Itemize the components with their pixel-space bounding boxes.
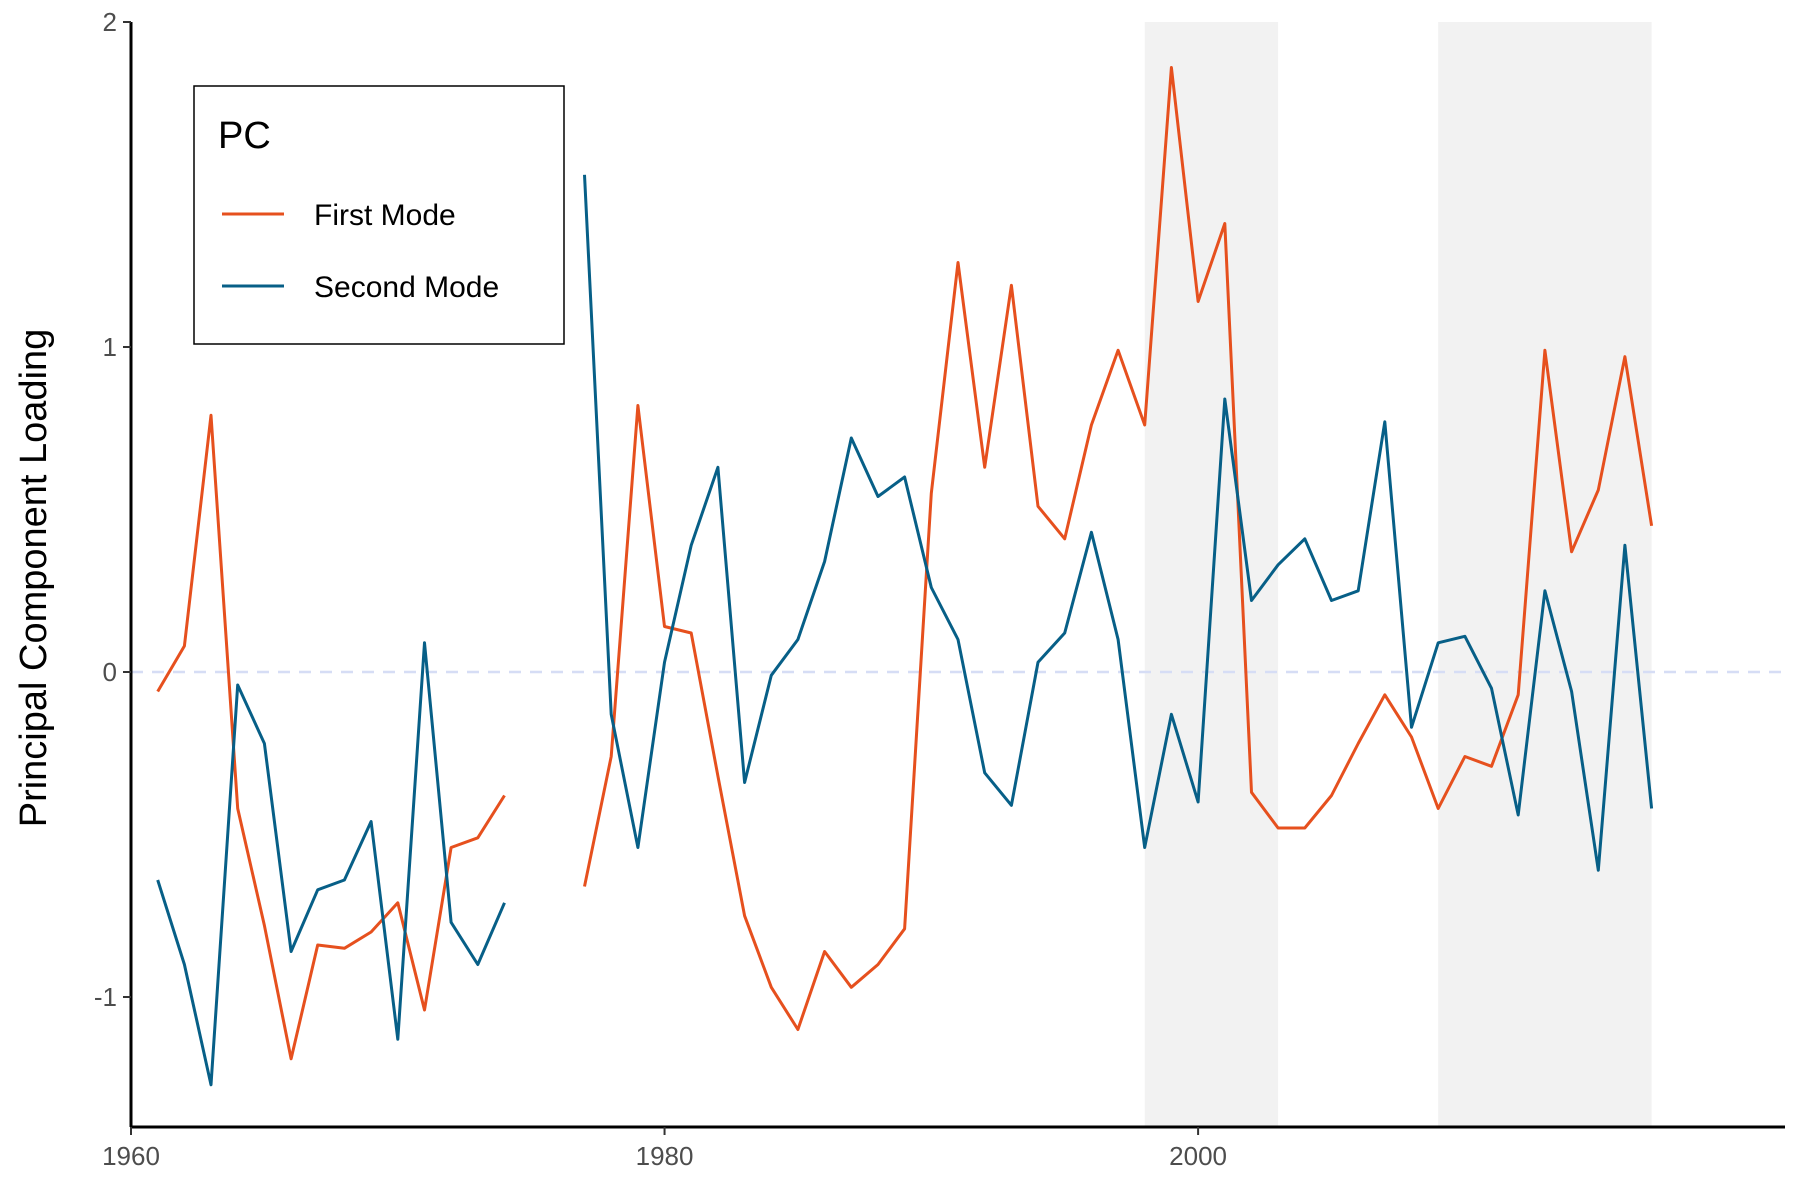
x-tick-label: 2000 bbox=[1169, 1141, 1227, 1171]
series-line-second-mode-segment-2 bbox=[583, 174, 1654, 872]
legend-label-first-mode: First Mode bbox=[314, 199, 456, 232]
series-line-first-mode-segment-1 bbox=[156, 413, 506, 1061]
series-line-second-mode-segment-1 bbox=[156, 641, 506, 1087]
y-tick-label: -1 bbox=[94, 982, 117, 1012]
series-lines bbox=[156, 66, 1654, 1087]
series-line-first-mode-segment-2 bbox=[583, 66, 1654, 1031]
y-tick-label: 1 bbox=[103, 332, 117, 362]
x-tick-label: 1980 bbox=[636, 1141, 694, 1171]
x-axis-ticks: 1960 1980 2000 bbox=[102, 1127, 1227, 1171]
legend: PC First Mode Second Mode bbox=[193, 85, 565, 345]
y-axis-title: Principal Component Loading bbox=[13, 329, 55, 828]
shaded-period-2 bbox=[1438, 22, 1652, 1127]
x-tick-label: 1960 bbox=[102, 1141, 160, 1171]
legend-items: First Mode Second Mode bbox=[222, 199, 499, 304]
y-tick-label: 0 bbox=[103, 657, 117, 687]
y-axis-ticks: -1 0 1 2 bbox=[94, 7, 131, 1012]
y-tick-label: 2 bbox=[103, 7, 117, 37]
legend-title: PC bbox=[218, 115, 271, 157]
legend-label-second-mode: Second Mode bbox=[314, 271, 499, 304]
shaded-period-1 bbox=[1144, 22, 1279, 1127]
shaded-periods bbox=[1144, 22, 1652, 1127]
